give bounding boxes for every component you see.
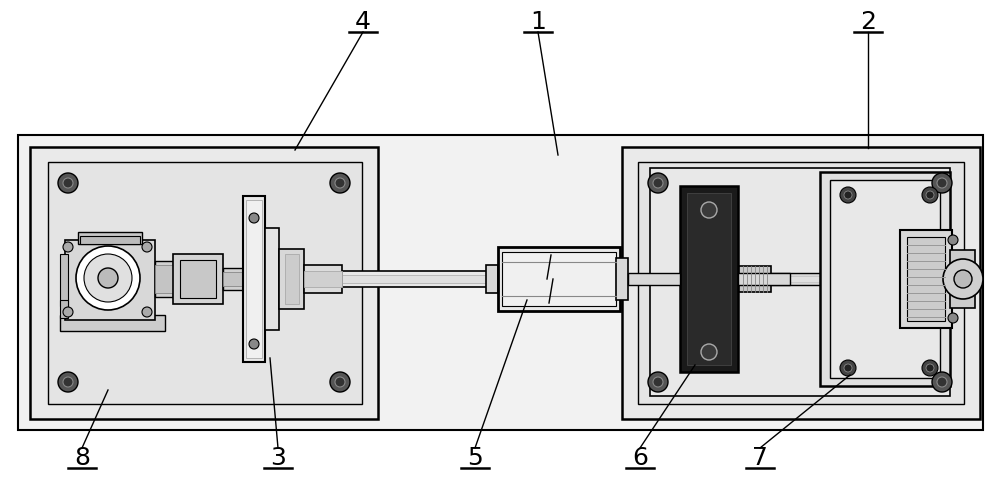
Bar — [486, 265, 498, 293]
Bar — [498, 247, 620, 311]
Bar — [342, 271, 490, 287]
Circle shape — [58, 173, 78, 193]
Bar — [304, 265, 342, 293]
Bar — [739, 266, 771, 292]
Circle shape — [948, 313, 958, 323]
Circle shape — [648, 173, 668, 193]
Bar — [628, 273, 680, 285]
Bar — [60, 315, 165, 331]
Circle shape — [844, 191, 852, 199]
Text: 6: 6 — [632, 446, 648, 470]
Circle shape — [922, 187, 938, 203]
Circle shape — [63, 178, 73, 188]
Bar — [48, 162, 362, 404]
Text: 8: 8 — [74, 446, 90, 470]
Text: 5: 5 — [467, 446, 483, 470]
Bar — [173, 254, 223, 304]
Circle shape — [937, 178, 947, 188]
Circle shape — [76, 246, 140, 310]
Bar — [830, 180, 940, 378]
Text: 7: 7 — [752, 446, 768, 470]
Bar — [223, 268, 243, 290]
Circle shape — [84, 254, 132, 302]
Circle shape — [926, 364, 934, 372]
Bar — [638, 162, 964, 404]
Bar — [950, 250, 975, 308]
Bar — [622, 147, 980, 419]
Circle shape — [922, 360, 938, 376]
Bar — [279, 249, 304, 309]
Circle shape — [954, 270, 972, 288]
Circle shape — [701, 344, 717, 360]
Bar — [223, 272, 243, 286]
Circle shape — [840, 187, 856, 203]
Bar — [680, 186, 738, 372]
Bar — [60, 254, 68, 306]
Bar — [246, 200, 262, 358]
Circle shape — [948, 235, 958, 245]
Bar — [265, 228, 279, 330]
Bar — [304, 271, 342, 287]
Text: 4: 4 — [355, 10, 371, 34]
Bar — [18, 135, 983, 430]
Circle shape — [937, 377, 947, 387]
Circle shape — [335, 178, 345, 188]
Bar — [907, 237, 945, 321]
Bar — [180, 260, 216, 298]
Circle shape — [335, 377, 345, 387]
Circle shape — [249, 339, 259, 349]
Circle shape — [98, 268, 118, 288]
Circle shape — [932, 173, 952, 193]
Circle shape — [932, 372, 952, 392]
Bar — [628, 275, 680, 283]
Bar — [243, 196, 265, 362]
Circle shape — [63, 307, 73, 317]
Bar — [155, 265, 173, 293]
Text: 1: 1 — [530, 10, 546, 34]
Bar — [738, 273, 790, 285]
Text: 2: 2 — [860, 10, 876, 34]
Bar — [30, 147, 378, 419]
Bar — [771, 273, 831, 285]
Circle shape — [58, 372, 78, 392]
Circle shape — [63, 242, 73, 252]
Bar — [342, 275, 490, 283]
Circle shape — [648, 372, 668, 392]
Circle shape — [926, 191, 934, 199]
Text: 3: 3 — [270, 446, 286, 470]
Circle shape — [142, 242, 152, 252]
Bar — [820, 172, 950, 386]
Bar — [60, 300, 68, 318]
Circle shape — [142, 307, 152, 317]
Bar — [628, 271, 680, 287]
Bar — [687, 193, 731, 365]
Circle shape — [943, 259, 983, 299]
Circle shape — [701, 202, 717, 218]
Circle shape — [330, 173, 350, 193]
Bar — [650, 168, 950, 396]
Bar — [80, 236, 140, 244]
Bar — [616, 258, 628, 300]
Circle shape — [840, 360, 856, 376]
Circle shape — [63, 377, 73, 387]
Circle shape — [653, 178, 663, 188]
Circle shape — [249, 213, 259, 223]
Bar — [502, 252, 616, 306]
Circle shape — [330, 372, 350, 392]
Bar — [900, 230, 952, 328]
Bar — [155, 261, 173, 297]
Bar — [65, 240, 155, 320]
Bar — [78, 232, 142, 244]
Bar — [285, 254, 299, 304]
Bar — [771, 276, 831, 282]
Circle shape — [844, 364, 852, 372]
Circle shape — [653, 377, 663, 387]
